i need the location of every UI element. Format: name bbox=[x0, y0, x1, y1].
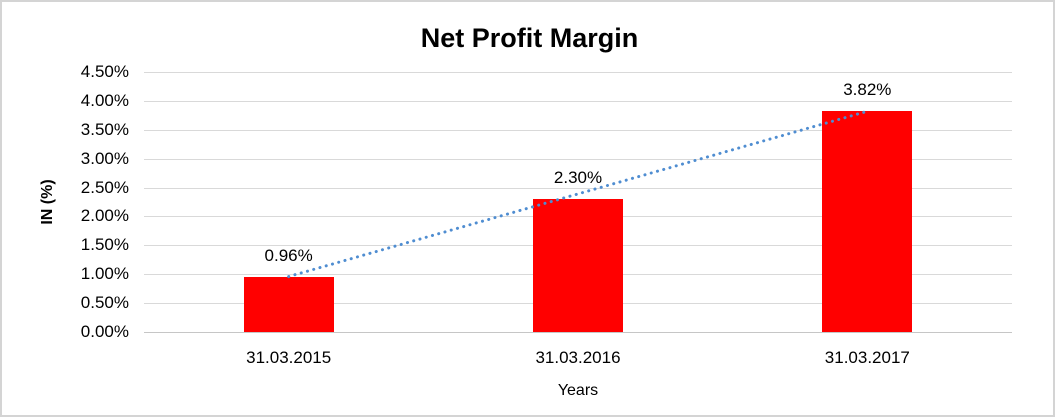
gridline bbox=[144, 100, 1012, 102]
y-tick-label: 3.50% bbox=[80, 119, 129, 139]
trendline bbox=[287, 109, 869, 279]
y-tick-label: 4.50% bbox=[80, 62, 129, 81]
x-axis-title: Years bbox=[557, 382, 599, 399]
trendline-path bbox=[287, 109, 869, 279]
plot-area: 0.96% 2.30% 3.82% bbox=[144, 72, 1012, 333]
bar-data-label: 3.82% bbox=[843, 80, 892, 100]
gridline bbox=[144, 129, 1012, 131]
gridline bbox=[144, 187, 1012, 189]
y-tick-label: 0.00% bbox=[80, 322, 129, 341]
y-tick-label: 1.00% bbox=[80, 264, 129, 284]
y-tick-label: 0.50% bbox=[80, 293, 129, 313]
gridline bbox=[144, 158, 1012, 160]
y-tick-label: 2.50% bbox=[80, 177, 129, 197]
bar bbox=[822, 111, 913, 332]
y-tick-label: 4.00% bbox=[80, 90, 129, 110]
x-category-label: 31.03.2016 bbox=[535, 348, 621, 367]
y-tick-label: 1.50% bbox=[80, 235, 129, 255]
bar-data-label: 2.30% bbox=[553, 168, 603, 188]
bar bbox=[243, 276, 334, 332]
x-category-label: 31.03.2017 bbox=[824, 348, 910, 367]
gridline bbox=[144, 332, 1012, 333]
bar bbox=[533, 199, 623, 332]
gridline bbox=[144, 72, 1012, 73]
chart-title: Net Profit Margin bbox=[420, 23, 639, 53]
bar-data-label: 0.96% bbox=[264, 245, 313, 265]
x-category-label: 31.03.2015 bbox=[246, 348, 332, 367]
y-tick-label: 3.00% bbox=[80, 148, 129, 168]
y-tick-label: 2.00% bbox=[80, 206, 129, 226]
